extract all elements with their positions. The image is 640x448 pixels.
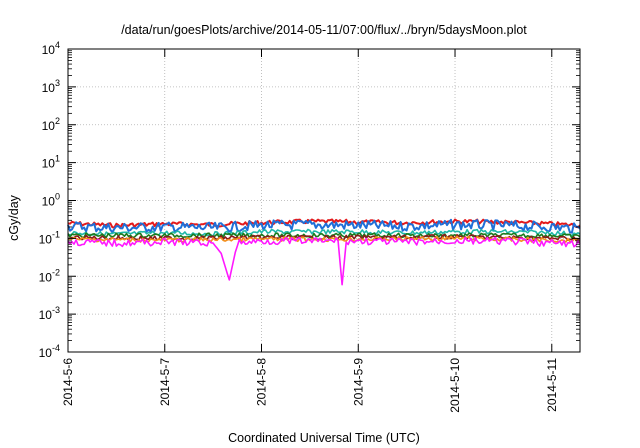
y-tick-label: 101	[42, 154, 60, 171]
y-tick-labels: 10-4 10-3 10-2 10-1 100 101 102 103 104	[39, 40, 60, 360]
x-tick-label: 2014-5-8	[255, 358, 269, 406]
x-tick-label: 2014-5-10	[448, 358, 462, 413]
x-tick-label: 2014-5-9	[351, 358, 365, 406]
y-tick-label: 102	[42, 116, 60, 133]
series-line	[67, 236, 581, 286]
y-tick-label: 10-4	[39, 343, 60, 360]
y-tick-label: 10-3	[39, 305, 60, 322]
y-tick-label: 10-1	[39, 229, 60, 246]
y-tick-label: 103	[42, 78, 60, 95]
y-tick-label: 104	[42, 40, 60, 57]
series-line	[67, 235, 581, 243]
x-tick-labels: 2014-5-6 2014-5-7 2014-5-8 2014-5-9 2014-5-1…	[61, 358, 559, 413]
series-line	[67, 228, 581, 237]
series-line	[67, 218, 581, 234]
y-tick-label: 10-2	[39, 267, 60, 284]
plot-series	[67, 218, 581, 286]
y-tick-label: 100	[42, 192, 60, 209]
x-tick-label: 2014-5-7	[158, 358, 172, 406]
x-tick-label: 2014-5-11	[545, 358, 559, 412]
grid-lines	[68, 49, 580, 352]
x-tick-label: 2014-5-6	[61, 358, 75, 406]
chart-title: /data/run/goesPlots/archive/2014-05-11/0…	[121, 23, 527, 37]
y-axis-label: cGy/day	[7, 194, 21, 241]
series-line	[67, 232, 581, 239]
x-axis-label: Coordinated Universal Time (UTC)	[228, 431, 420, 445]
axis-ticks	[67, 48, 580, 353]
